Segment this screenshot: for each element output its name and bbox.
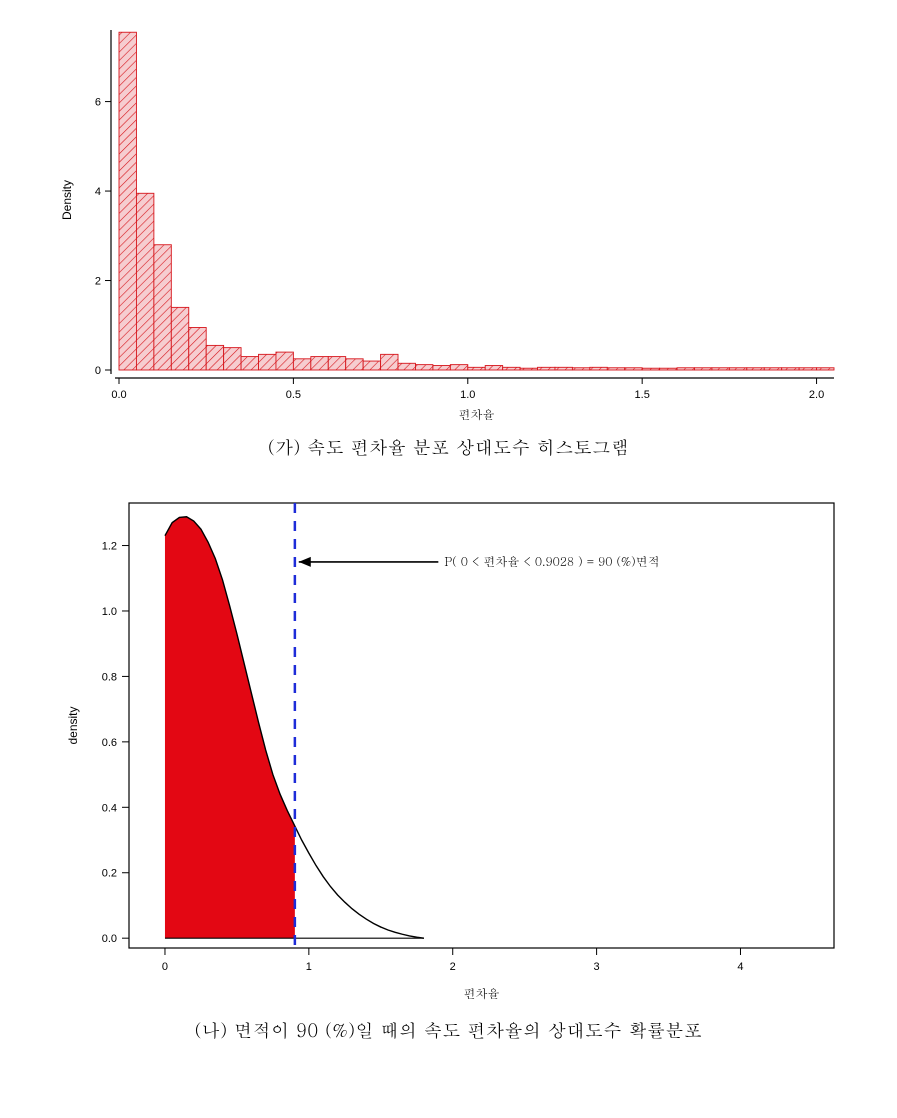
histogram-bar <box>450 365 467 370</box>
y-axis-label: density <box>66 706 80 744</box>
histogram-bar <box>380 354 397 370</box>
y-axis-label: Density <box>60 180 74 220</box>
histogram-bar <box>293 359 310 370</box>
histogram-bar <box>363 361 380 370</box>
y-tick-label: 4 <box>94 186 100 198</box>
y-tick-label: 0.6 <box>101 737 116 749</box>
histogram-bar <box>729 368 746 370</box>
x-tick-label: 4 <box>737 961 743 973</box>
annotation-text: P( 0 < 편차율 < 0.9028 ) = 90 (%)면적 <box>444 553 659 570</box>
histogram-bar <box>275 352 292 370</box>
histogram-bar <box>589 367 606 370</box>
histogram-bar <box>241 357 258 370</box>
filled-area <box>164 517 294 938</box>
histogram-bar <box>206 345 223 370</box>
x-tick-label: 0.0 <box>111 389 126 401</box>
histogram-bar <box>572 368 589 370</box>
histogram-bar <box>188 328 205 371</box>
histogram-bar <box>467 367 484 370</box>
histogram-bar <box>345 359 362 370</box>
histogram-bar <box>485 366 502 370</box>
histogram-bar <box>310 357 327 370</box>
x-tick-label: 1.0 <box>460 389 475 401</box>
histogram-bar <box>328 357 345 370</box>
x-tick-label: 0 <box>161 961 167 973</box>
density-figure: P( 0 < 편차율 < 0.9028 ) = 90 (%)면적 0 1 2 3 4 0.0… <box>49 488 849 1008</box>
arrowhead-icon <box>298 557 310 567</box>
histogram-caption: (가) 속도 편차율 분포 상대도수 히스토그램 <box>20 435 877 460</box>
density-plot: P( 0 < 편차율 < 0.9028 ) = 90 (%)면적 0 1 2 3 4 0.0… <box>49 488 849 1008</box>
histogram-plot: 0.0 0.5 1.0 1.5 2.0 0 2 4 6 편차율 Density <box>49 20 849 425</box>
histogram-bar <box>694 368 711 370</box>
x-tick-label: 1 <box>305 961 311 973</box>
histogram-bar <box>781 368 798 370</box>
histogram-bar <box>136 193 153 370</box>
y-tick-label: 0.4 <box>101 802 116 814</box>
histogram-bar <box>398 363 415 370</box>
histogram-bar <box>153 245 170 370</box>
histogram-figure: 0.0 0.5 1.0 1.5 2.0 0 2 4 6 편차율 Density <box>49 20 849 425</box>
histogram-bar <box>554 367 571 370</box>
histogram-bar <box>764 368 781 370</box>
histogram-bar <box>799 368 816 370</box>
x-tick-label: 3 <box>593 961 599 973</box>
histogram-bar <box>642 368 659 370</box>
histogram-bar <box>223 348 240 370</box>
y-tick-label: 0.0 <box>101 933 116 945</box>
x-tick-label: 2 <box>449 961 455 973</box>
histogram-bar <box>624 368 641 370</box>
y-tick-label: 0 <box>94 365 100 377</box>
x-tick-label: 0.5 <box>285 389 300 401</box>
histogram-bar <box>537 367 554 370</box>
histogram-bar <box>816 368 833 370</box>
y-tick-label: 0.8 <box>101 671 116 683</box>
histogram-bar <box>711 368 728 370</box>
histogram-bar <box>746 368 763 370</box>
histogram-bar <box>502 367 519 370</box>
x-tick-label: 2.0 <box>808 389 823 401</box>
histogram-bar <box>659 368 676 370</box>
x-axis-label: 편차율 <box>458 406 494 423</box>
histogram-bar <box>415 365 432 370</box>
y-tick-label: 0.2 <box>101 868 116 880</box>
histogram-bar <box>171 307 188 370</box>
y-tick-label: 6 <box>94 97 100 109</box>
x-axis-label: 편차율 <box>463 985 499 1002</box>
y-tick-label: 2 <box>94 276 100 288</box>
density-caption: (나) 면적이 90 (%)일 때의 속도 편차율의 상대도수 확률분포 <box>20 1018 877 1043</box>
histogram-bar <box>677 368 694 370</box>
y-tick-label: 1.2 <box>101 541 116 553</box>
x-tick-label: 1.5 <box>634 389 649 401</box>
histogram-bar <box>119 32 136 370</box>
y-tick-label: 1.0 <box>101 606 116 618</box>
histogram-bar <box>258 354 275 370</box>
histogram-bar <box>520 368 537 370</box>
histogram-bar <box>607 368 624 370</box>
histogram-bar <box>432 366 449 370</box>
